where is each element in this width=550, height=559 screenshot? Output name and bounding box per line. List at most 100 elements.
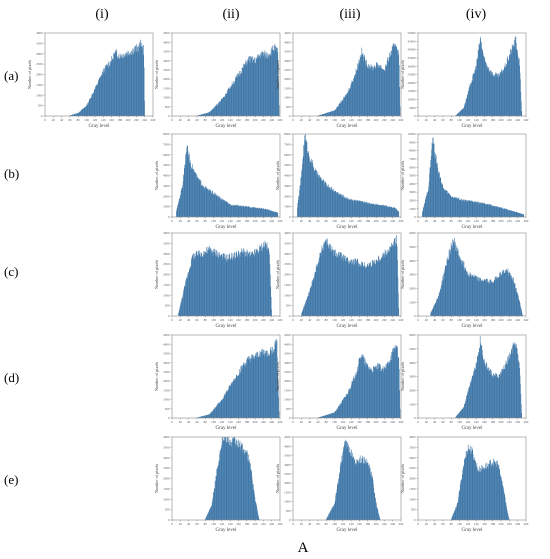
histogram-bar bbox=[521, 213, 523, 217]
histogram-bar bbox=[361, 462, 362, 520]
x-tick-label: 0 bbox=[171, 118, 173, 122]
histogram-bar bbox=[501, 275, 502, 316]
histogram-bar bbox=[344, 97, 345, 116]
histogram-bar bbox=[371, 266, 373, 316]
histogram-panel-a-i: 0 20 40 60 80 100 120 140 160 180 200 220 240 2600500… bbox=[27, 31, 156, 129]
histogram-bar bbox=[343, 397, 345, 418]
histogram-bar bbox=[451, 246, 453, 316]
x-tick-label: 160 bbox=[357, 318, 362, 322]
histogram-bar bbox=[81, 109, 83, 116]
histogram-bar bbox=[455, 198, 457, 217]
histogram-bar bbox=[513, 344, 515, 418]
histogram-bar bbox=[248, 206, 249, 217]
histogram-bar bbox=[236, 205, 237, 217]
histogram-bar bbox=[176, 211, 177, 217]
x-tick-label: 120 bbox=[219, 118, 224, 122]
histogram-bar bbox=[481, 279, 483, 316]
histogram-bar bbox=[514, 283, 516, 316]
histogram-bar bbox=[117, 57, 118, 116]
histogram-bar bbox=[276, 212, 278, 217]
histogram-bar bbox=[360, 57, 362, 116]
histogram-bar bbox=[223, 199, 224, 217]
histogram-bar bbox=[249, 358, 251, 418]
histogram-bar bbox=[385, 205, 387, 217]
histogram-bar bbox=[493, 76, 495, 116]
histogram-bar bbox=[322, 114, 323, 116]
y-tick-label: 500 bbox=[286, 509, 291, 513]
histogram-bar bbox=[320, 416, 321, 418]
histogram-bar bbox=[201, 185, 203, 217]
x-tick-label: 80 bbox=[204, 118, 208, 122]
histogram-bar bbox=[378, 514, 380, 520]
histogram-bar bbox=[253, 358, 254, 418]
histogram-bar bbox=[302, 310, 304, 316]
histogram-bar bbox=[374, 259, 375, 316]
histogram-bar bbox=[93, 92, 94, 116]
histogram-bar bbox=[398, 53, 400, 116]
histogram-bar bbox=[329, 249, 331, 316]
histogram-bar bbox=[506, 64, 507, 116]
histogram-bar bbox=[488, 69, 489, 116]
histogram-bar bbox=[322, 114, 324, 116]
histogram-bar bbox=[339, 194, 340, 217]
histogram-bar bbox=[352, 457, 353, 520]
histogram-bar bbox=[312, 279, 313, 316]
histogram-bar bbox=[322, 249, 324, 316]
histogram-bar bbox=[199, 180, 200, 217]
histogram-bar bbox=[367, 67, 368, 116]
histogram-bar bbox=[357, 368, 359, 418]
histogram-bar bbox=[345, 94, 347, 116]
histogram-bar bbox=[329, 243, 331, 316]
histogram-bar bbox=[443, 188, 444, 217]
histogram-bar bbox=[207, 246, 209, 316]
histogram-panel-e-iv: 0 20 40 60 80 100 120 140 160 180 200 220 240 2600500… bbox=[400, 435, 529, 533]
histogram-bar bbox=[491, 376, 493, 418]
histogram-bar bbox=[140, 45, 141, 117]
x-tick-label: 40 bbox=[187, 318, 191, 322]
histogram-bar bbox=[500, 273, 502, 316]
histogram-bar bbox=[515, 212, 516, 217]
histogram-bar bbox=[479, 46, 480, 116]
histogram-bar bbox=[447, 260, 448, 316]
y-tick-label: 4000 bbox=[163, 342, 170, 346]
histogram-bar bbox=[128, 55, 130, 116]
y-tick-label: 0 bbox=[41, 114, 43, 118]
histogram-bar bbox=[429, 173, 430, 217]
y-tick-label: 0 bbox=[289, 518, 291, 522]
histogram-bar bbox=[484, 202, 485, 217]
y-tick-label: 1500 bbox=[284, 388, 291, 392]
histogram-bar bbox=[335, 191, 336, 217]
histogram-bar bbox=[495, 462, 497, 520]
histogram-bar bbox=[89, 99, 90, 116]
histogram-bar bbox=[366, 202, 368, 217]
histogram-bar bbox=[396, 49, 398, 117]
histogram-bar bbox=[340, 101, 342, 116]
histogram-bar bbox=[248, 206, 250, 217]
histogram-bar bbox=[369, 369, 371, 418]
histogram-panel-b-iv: 0 20 40 60 80 100 120 140 160 180 200 220 240 2600100… bbox=[400, 132, 529, 230]
histogram-bar bbox=[246, 206, 247, 217]
y-tick-label: 1000 bbox=[163, 293, 170, 297]
histogram-bar bbox=[324, 113, 326, 116]
histogram-bar bbox=[222, 398, 224, 418]
histogram-bar bbox=[361, 201, 362, 217]
histogram-bar bbox=[379, 259, 380, 316]
histogram-bar bbox=[378, 205, 379, 217]
histogram-bar bbox=[349, 447, 351, 520]
histogram-bar bbox=[481, 202, 483, 217]
histogram-bar bbox=[206, 415, 208, 418]
histogram-bar bbox=[459, 200, 460, 217]
histogram-bar bbox=[197, 176, 198, 217]
histogram-bar bbox=[96, 85, 98, 116]
histogram-bar bbox=[464, 105, 465, 116]
histogram-bar bbox=[396, 208, 397, 217]
histogram-bar bbox=[356, 258, 358, 316]
histogram-bar bbox=[74, 113, 75, 116]
histogram-bar bbox=[320, 114, 321, 116]
histogram-bar bbox=[206, 515, 208, 520]
histogram-bar bbox=[249, 459, 250, 520]
histogram-bar bbox=[455, 198, 456, 217]
histogram-bar bbox=[239, 205, 241, 217]
histogram-bar bbox=[473, 460, 475, 520]
histogram-bar bbox=[258, 56, 260, 116]
